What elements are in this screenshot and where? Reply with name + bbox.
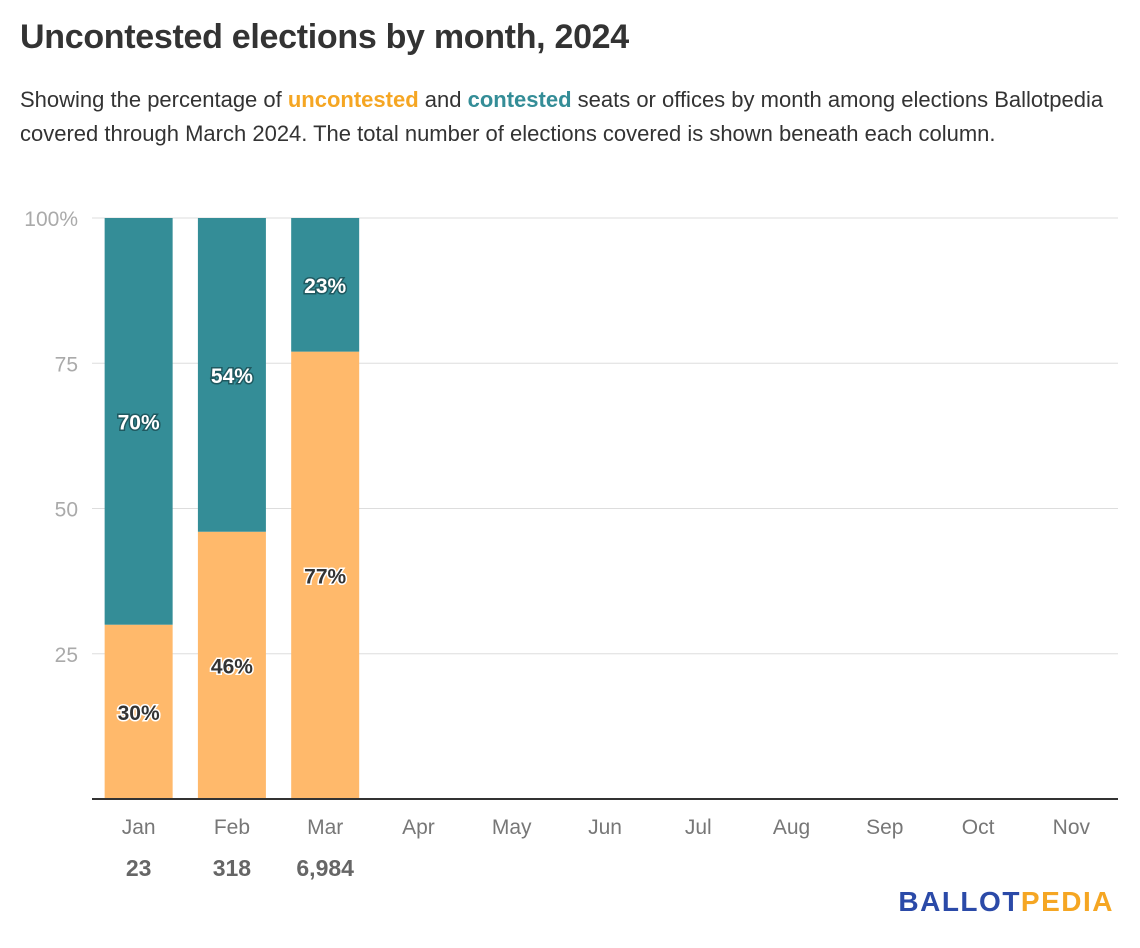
subtitle-text-middle: and — [418, 87, 468, 112]
y-tick-label: 25 — [55, 644, 78, 667]
subtitle-text-before: Showing the percentage of — [20, 87, 288, 112]
x-tick-label: Aug — [773, 816, 810, 839]
bar-uncontested — [197, 531, 266, 799]
y-tick-label: 75 — [55, 353, 78, 376]
x-tick-label: Apr — [402, 816, 435, 839]
x-tick-label: Mar — [307, 816, 343, 839]
x-tick-label: Nov — [1053, 816, 1091, 839]
y-tick-label: 50 — [55, 499, 78, 522]
logo-part-pedia: PEDIA — [1020, 886, 1114, 917]
bar-label-contested: 23% — [304, 275, 346, 298]
bar-label-uncontested: 30% — [118, 702, 160, 725]
x-tick-label: Sep — [866, 816, 903, 839]
chart-title: Uncontested elections by month, 2024 — [20, 18, 629, 56]
y-tick-label: 100% — [24, 208, 78, 231]
bar-uncontested — [104, 624, 173, 799]
bar-contested — [104, 218, 173, 625]
bar-uncontested — [291, 351, 360, 799]
x-tick-label: Jul — [685, 816, 712, 839]
chart-subtitle: Showing the percentage of uncontested an… — [20, 83, 1120, 151]
bar-contested — [291, 218, 360, 352]
x-tick-label: Jun — [588, 816, 622, 839]
bar-label-uncontested: 46% — [211, 655, 253, 678]
logo-part-ballot: BALLOT — [898, 886, 1021, 917]
x-tick-label: Jan — [122, 816, 156, 839]
subtitle-text-after: seats or offices by month among election… — [20, 87, 1104, 146]
total-elections-label: 318 — [213, 855, 252, 881]
bar-label-contested: 70% — [118, 411, 160, 434]
bar-label-uncontested: 77% — [304, 565, 346, 588]
x-tick-label: May — [492, 816, 532, 839]
x-tick-label: Oct — [962, 816, 995, 839]
total-elections-label: 23 — [126, 855, 152, 881]
bar-contested — [197, 218, 266, 532]
ballotpedia-logo: BALLOTPEDIA — [898, 886, 1114, 918]
x-tick-label: Feb — [214, 816, 250, 839]
uncontested-key: uncontested — [287, 87, 419, 112]
total-elections-label: 6,984 — [296, 855, 354, 881]
bar-label-contested: 54% — [211, 365, 253, 388]
contested-key: contested — [467, 87, 572, 112]
